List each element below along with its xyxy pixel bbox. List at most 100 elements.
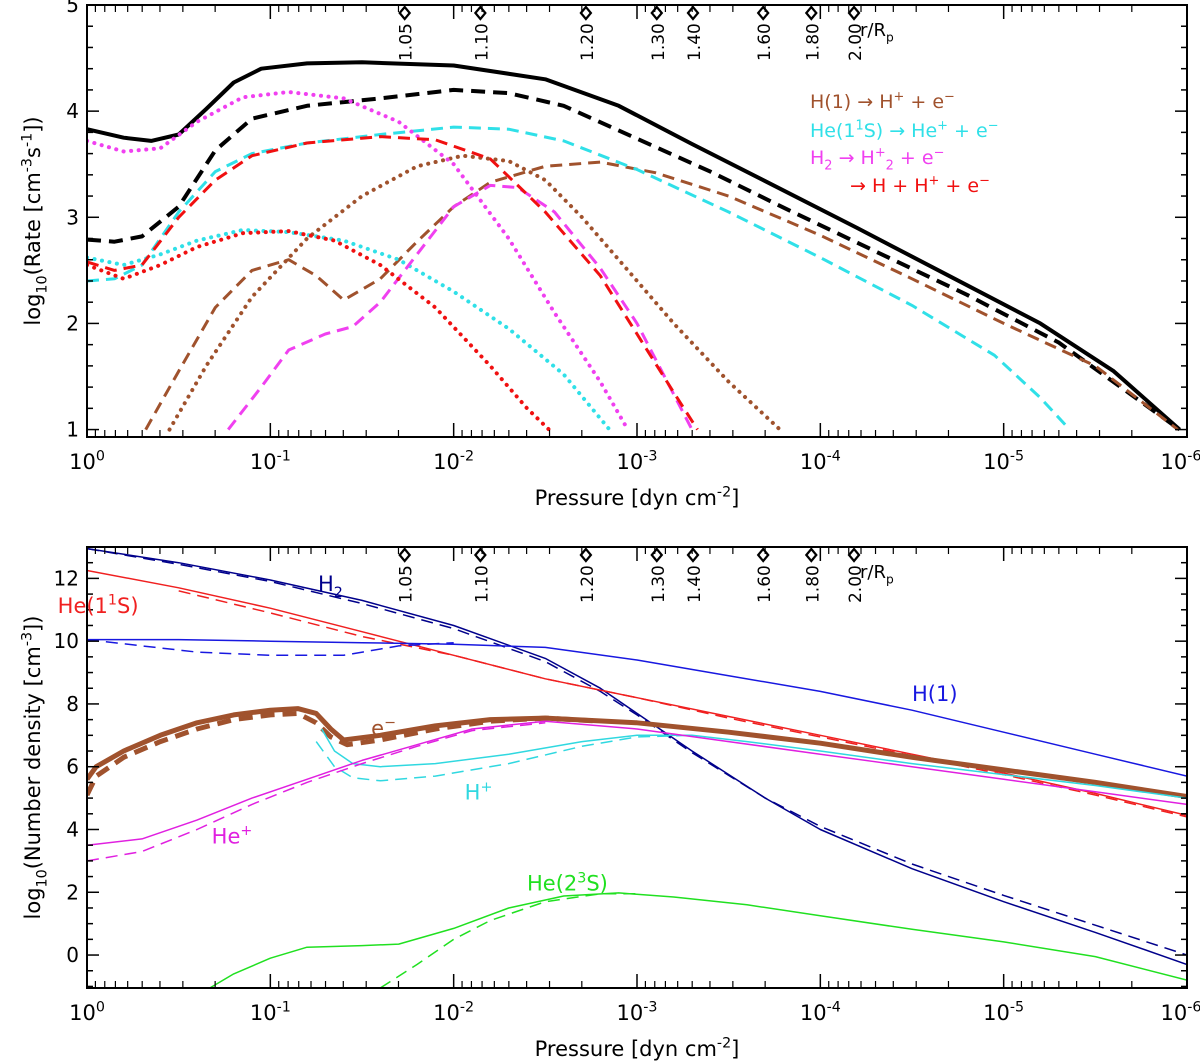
density-ytick-label: 12 bbox=[54, 566, 79, 590]
density-radius-marker-label: 1.30 bbox=[649, 565, 669, 603]
density-y-axis-label: log10(Number density [cm-3]) bbox=[20, 616, 51, 920]
density-ytick-label: 10 bbox=[54, 629, 79, 653]
rate-series-h2-ion-dotted bbox=[87, 90, 630, 432]
density-series-h1-dashed bbox=[87, 638, 454, 657]
density-series-he-neutral-dashed bbox=[178, 590, 1187, 818]
curve-label: e− bbox=[371, 715, 396, 740]
rate-radius-marker-label: 1.20 bbox=[578, 23, 598, 61]
density-ytick-label: 4 bbox=[66, 817, 79, 841]
density-series-group bbox=[87, 547, 1187, 988]
legend-item: → H + H+ + e− bbox=[850, 173, 990, 197]
rate-xtick-label: 10-4 bbox=[800, 449, 841, 474]
diamond-marker-icon bbox=[398, 5, 412, 21]
rate-radius-marker-label: 1.40 bbox=[685, 23, 705, 61]
rate-series-total-solid bbox=[87, 60, 1182, 432]
density-series-he-neutral-solid bbox=[87, 569, 1187, 817]
diamond-marker-icon bbox=[650, 547, 664, 563]
rate-axes-frame bbox=[86, 4, 1188, 438]
curve-label: H+ bbox=[465, 779, 493, 804]
rate-ytick-label: 2 bbox=[66, 311, 79, 335]
density-series-h2-solid bbox=[87, 547, 1187, 966]
rate-series-h1-rate-dashed bbox=[144, 160, 1179, 431]
rate-ytick-label: 4 bbox=[66, 99, 79, 123]
diamond-marker-icon bbox=[804, 547, 818, 563]
rate-radius-marker-label: 1.10 bbox=[472, 23, 492, 61]
rate-series-total-dashed bbox=[87, 87, 1181, 432]
density-radius-marker-label: 1.05 bbox=[397, 565, 417, 603]
density-xtick-label: 10-1 bbox=[250, 1000, 291, 1025]
legend-item: H2 → H+2 + e− bbox=[810, 145, 944, 173]
rate-radius-marker-label: 2.00 bbox=[846, 23, 866, 61]
rate-series-he-rate-dotted bbox=[87, 228, 612, 432]
diamond-marker-icon bbox=[473, 5, 487, 21]
rate-series-group bbox=[87, 60, 1182, 432]
diamond-marker-icon bbox=[847, 5, 861, 21]
diamond-marker-icon bbox=[686, 5, 700, 21]
density-series-he-metastable-dashed bbox=[379, 893, 637, 988]
rate-xtick-label: 10-2 bbox=[433, 449, 474, 474]
rate-series-h2-diss-dashed bbox=[87, 135, 699, 431]
diamond-marker-icon bbox=[579, 547, 593, 563]
rate-radius-marker-label: 1.60 bbox=[755, 23, 775, 61]
density-series-electron-dashed bbox=[87, 710, 601, 797]
diamond-marker-icon bbox=[804, 5, 818, 21]
diamond-marker-icon bbox=[847, 547, 861, 563]
density-series-electron-solid bbox=[87, 706, 1187, 799]
density-xtick-label: 10-5 bbox=[983, 1000, 1024, 1025]
density-radius-marker-label: 1.80 bbox=[803, 565, 823, 603]
curve-label: He(23S) bbox=[527, 870, 608, 895]
rate-ytick-label: 1 bbox=[66, 418, 79, 442]
legend-item: He(11S) → He+ + e− bbox=[810, 118, 999, 142]
diamond-marker-icon bbox=[756, 5, 770, 21]
legend-item: H(1) → H+ + e− bbox=[810, 89, 955, 113]
density-xtick-label: 10-2 bbox=[433, 1000, 474, 1025]
rate-y-axis-label: log10(Rate [cm-3s-1]) bbox=[20, 116, 51, 325]
density-series-h-plus-solid bbox=[321, 728, 1187, 799]
rate-panel: 1 2 3 4 5 100 10-1 10-2 10-3 10-4 10-5 10-6 Pressure… bbox=[20, 0, 1200, 510]
density-radius-marker-label: 1.10 bbox=[472, 565, 492, 603]
curve-label: He(11S) bbox=[58, 593, 139, 618]
density-radius-marker-label: 1.40 bbox=[685, 565, 705, 603]
rate-ytick-label: 5 bbox=[66, 0, 79, 17]
density-xtick-label: 100 bbox=[69, 1000, 105, 1025]
density-axes-frame bbox=[86, 546, 1188, 989]
rate-series-h2-diss-dotted bbox=[87, 229, 551, 432]
rate-x-axis-label: Pressure [dyn cm-2] bbox=[535, 485, 740, 510]
diamond-marker-icon bbox=[756, 547, 770, 563]
rate-radius-marker-label: 1.80 bbox=[803, 23, 823, 61]
curve-label: H(1) bbox=[912, 682, 958, 706]
diamond-marker-icon bbox=[686, 547, 700, 563]
density-panel: 0 2 4 6 8 10 12 100 10-1 10-2 10-3 10-4 10-5 10-6 Pres… bbox=[20, 546, 1200, 1061]
density-ytick-label: 2 bbox=[66, 880, 79, 904]
density-radius-marker-label: 1.60 bbox=[755, 565, 775, 603]
rate-radius-marker-label: 1.05 bbox=[397, 23, 417, 61]
rate-xtick-label: 10-1 bbox=[250, 449, 291, 474]
density-ytick-label: 0 bbox=[66, 943, 79, 967]
rate-series-h1-rate-dotted bbox=[167, 153, 782, 432]
rate-xtick-label: 10-3 bbox=[617, 449, 658, 474]
diamond-marker-icon bbox=[650, 5, 664, 21]
density-series-h1-solid bbox=[87, 638, 1187, 777]
density-radius-marker-label: 2.00 bbox=[846, 565, 866, 603]
curve-label: He+ bbox=[212, 823, 253, 848]
diamond-marker-icon bbox=[398, 547, 412, 563]
rate-series-h2-ion-dashed bbox=[227, 183, 694, 431]
density-radius-axis-title: r/Rp bbox=[860, 562, 894, 586]
rate-series-he-rate-dashed bbox=[87, 125, 1071, 431]
density-xtick-label: 10-3 bbox=[617, 1000, 658, 1025]
density-series-he-plus-dashed bbox=[87, 722, 546, 862]
density-xtick-label: 10-6 bbox=[1161, 1000, 1200, 1025]
diamond-marker-icon bbox=[579, 5, 593, 21]
rate-xtick-label: 10-6 bbox=[1161, 449, 1200, 474]
rate-xtick-label: 10-5 bbox=[983, 449, 1024, 474]
density-xtick-label: 10-4 bbox=[800, 1000, 841, 1025]
rate-xtick-label: 100 bbox=[69, 449, 105, 474]
curve-label: H2 bbox=[318, 572, 343, 601]
diamond-marker-icon bbox=[473, 547, 487, 563]
density-series-he-plus-solid bbox=[87, 720, 1187, 846]
density-ytick-label: 6 bbox=[66, 755, 79, 779]
density-series-h2-dashed bbox=[87, 547, 1187, 956]
rate-ytick-label: 3 bbox=[66, 205, 79, 229]
density-ytick-label: 8 bbox=[66, 692, 79, 716]
